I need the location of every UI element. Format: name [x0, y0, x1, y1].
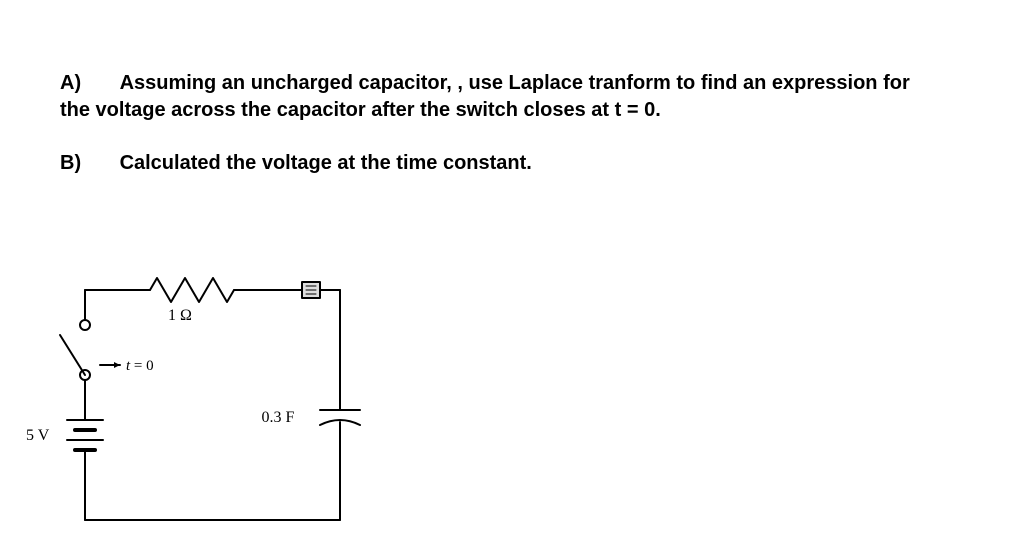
- resistor-symbol: [150, 278, 234, 302]
- switch-arrow-head: [114, 362, 120, 368]
- circuit-diagram: 1 Ω 0.3 F 5 V t = 0: [20, 270, 380, 540]
- switch-label: t = 0: [126, 358, 154, 374]
- part-b-label: B): [60, 150, 114, 177]
- part-a-line1: Assuming an uncharged capacitor, , use L…: [120, 72, 910, 94]
- source-label: 5 V: [26, 427, 50, 444]
- part-a-label: A): [60, 70, 114, 97]
- resistor-label: 1 Ω: [168, 307, 192, 324]
- switch-terminal-top: [80, 320, 90, 330]
- question-part-b: B) Calculated the voltage at the time co…: [60, 150, 979, 177]
- capacitor-label: 0.3 F: [262, 409, 295, 426]
- switch-arm: [60, 335, 85, 375]
- part-b-text: Calculated the voltage at the time const…: [120, 152, 532, 174]
- part-a-line2: the voltage across the capacitor after t…: [60, 99, 661, 121]
- question-part-a: A) Assuming an uncharged capacitor, , us…: [60, 70, 979, 124]
